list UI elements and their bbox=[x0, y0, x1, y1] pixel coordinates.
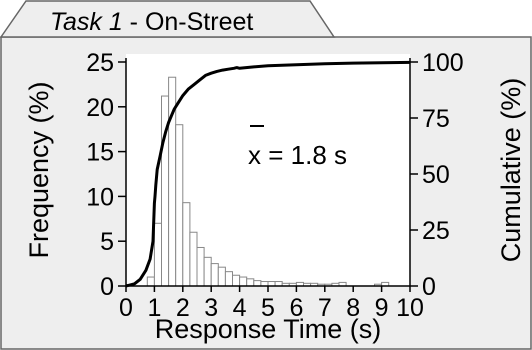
panel-title: Task 1 - On-Street bbox=[50, 8, 253, 36]
y-right-tick-label: 0 bbox=[422, 273, 436, 301]
histogram-bar bbox=[153, 222, 162, 287]
histogram-bar bbox=[203, 256, 212, 287]
x-tick-label: 0 bbox=[119, 294, 133, 322]
histogram-bar bbox=[196, 246, 205, 287]
y-right-tick-label: 25 bbox=[422, 217, 450, 245]
histogram-bar bbox=[210, 263, 219, 287]
y-left-tick-label: 20 bbox=[86, 94, 114, 122]
x-tick-label: 3 bbox=[204, 294, 218, 322]
y-left-tick-label: 10 bbox=[86, 183, 114, 211]
y-left-axis-label: Frequency (%) bbox=[24, 81, 54, 258]
y-right-tick-label: 100 bbox=[422, 49, 464, 77]
cumulative-curve bbox=[125, 60, 411, 288]
y-right-axis-label: Cumulative (%) bbox=[496, 78, 526, 263]
y-right-tick-label: 50 bbox=[422, 161, 450, 189]
x-tick-label: 5 bbox=[261, 294, 275, 322]
y-left-tick-label: 5 bbox=[100, 228, 114, 256]
panel-title-tab bbox=[0, 0, 336, 38]
x-tick-label: 8 bbox=[346, 294, 360, 322]
x-tick-label: 10 bbox=[396, 294, 424, 322]
x-axis-label: Response Time (s) bbox=[155, 314, 382, 344]
y-left-tick-label: 15 bbox=[86, 139, 114, 167]
histogram-bar bbox=[232, 274, 241, 287]
mean-symbol: x bbox=[248, 140, 261, 170]
histogram-bar bbox=[246, 278, 255, 287]
x-tick-label: 9 bbox=[375, 294, 389, 322]
histogram-bar bbox=[189, 231, 198, 287]
histogram-bar bbox=[146, 276, 155, 287]
x-tick-label: 7 bbox=[318, 294, 332, 322]
panel-title-rest: - On-Street bbox=[123, 8, 254, 36]
y-left-tick-label: 25 bbox=[86, 49, 114, 77]
y-right-tick-label: 75 bbox=[422, 105, 450, 133]
histogram-bar bbox=[217, 266, 226, 287]
x-tick-label: 1 bbox=[147, 294, 161, 322]
histogram-bar bbox=[182, 202, 191, 287]
histogram-bar bbox=[239, 276, 248, 287]
histogram-bar bbox=[175, 124, 184, 287]
bars-group bbox=[146, 76, 390, 287]
panel-title-italic: Task 1 bbox=[50, 8, 123, 36]
y-left-tick-label: 0 bbox=[100, 273, 114, 301]
mean-annotation-text: x = 1.8 s bbox=[248, 140, 347, 170]
x-tick-label: 2 bbox=[176, 294, 190, 322]
x-tick-label: 4 bbox=[233, 294, 247, 322]
x-tick-label: 6 bbox=[289, 294, 303, 322]
mean-annotation: x = 1.8 s bbox=[248, 125, 347, 170]
mean-value: = 1.8 s bbox=[261, 140, 347, 170]
histogram-bar bbox=[253, 280, 262, 287]
histogram-bar bbox=[224, 271, 233, 287]
